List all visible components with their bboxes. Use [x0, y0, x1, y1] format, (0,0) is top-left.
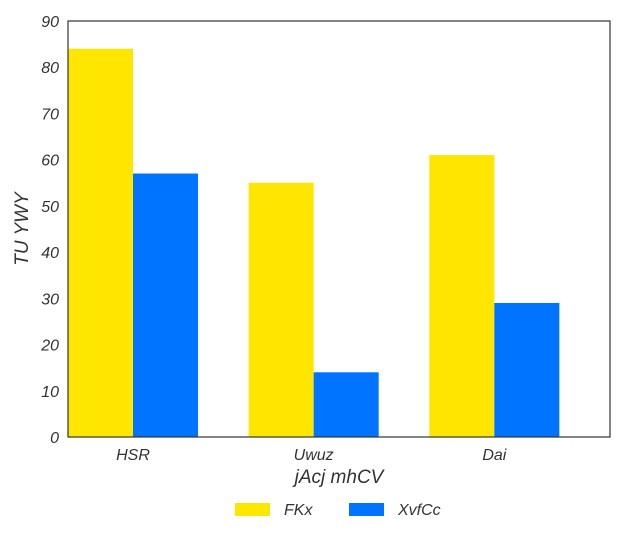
x-tick-label-Uwuz: Uwuz	[294, 447, 334, 464]
legend-label-FKx: FKx	[284, 502, 313, 519]
bar-FKx-Uwuz	[248, 182, 314, 437]
y-tick-labels: 0 10 20 30 40 50 60 70 80 90	[40, 14, 59, 447]
bar-FKx-HSR	[68, 48, 133, 437]
y-tick-label: 90	[41, 14, 59, 31]
bars-layer	[68, 48, 560, 438]
y-axis-title: TU YWY	[12, 191, 33, 266]
legend-swatch-FKx	[235, 503, 270, 516]
x-axis-title: jAcj mhCV	[292, 467, 386, 488]
y-tick-label: 30	[41, 291, 59, 308]
y-tick-label: 60	[41, 153, 59, 170]
bar-XvfCc-Dai	[494, 302, 560, 437]
bar-FKx-Dai	[429, 155, 495, 438]
x-tick-labels: HSR Uwuz Dai	[116, 447, 507, 464]
y-tick-label: 80	[41, 60, 59, 77]
legend-swatch-XvfCc	[349, 503, 384, 516]
bar-XvfCc-HSR	[133, 173, 198, 437]
y-tick-label: 0	[50, 430, 59, 447]
y-tick-label: 40	[41, 245, 59, 262]
x-tick-label-Dai: Dai	[482, 447, 506, 464]
x-tick-label-HSR: HSR	[116, 447, 150, 464]
y-tick-label: 50	[41, 199, 59, 216]
plot-frame	[67, 20, 611, 438]
bar-XvfCc-Uwuz	[313, 372, 379, 437]
y-tick-label: 20	[40, 338, 59, 355]
y-tick-label: 70	[41, 106, 59, 123]
legend: FKx XvfCc	[235, 502, 441, 519]
legend-label-XvfCc: XvfCc	[397, 502, 441, 519]
y-tick-label: 10	[41, 384, 59, 401]
